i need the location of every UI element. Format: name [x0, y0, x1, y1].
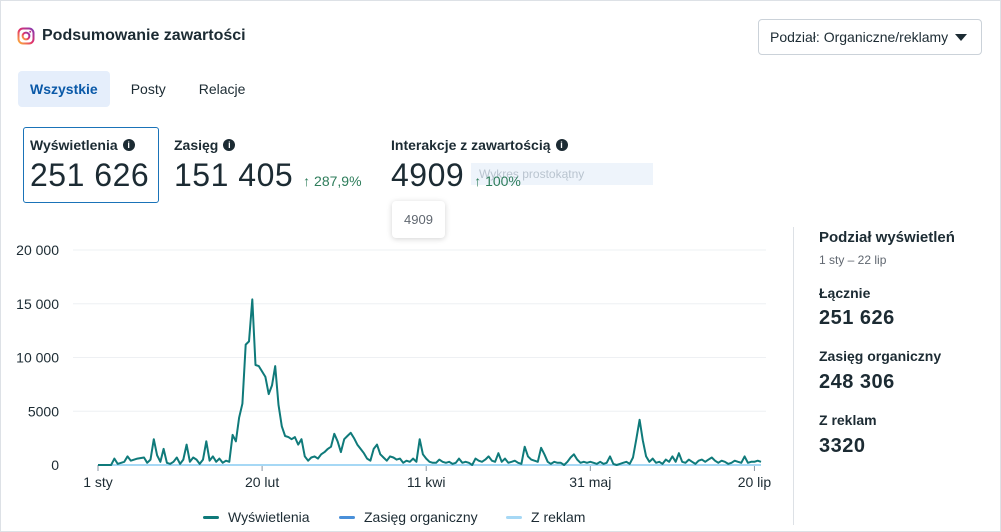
- y-tick-label: 0: [51, 457, 59, 473]
- value-tooltip: 4909: [392, 201, 445, 238]
- ghost-tooltip-text: Wykres prostokątny: [471, 163, 653, 185]
- breakdown-dropdown-label: Podział: Organiczne/reklamy: [770, 29, 949, 45]
- views-metric: Wyświetlenia i 251 626: [30, 137, 149, 194]
- views-metric-selected[interactable]: [23, 127, 159, 203]
- legend-item-views[interactable]: Wyświetlenia: [203, 509, 310, 525]
- info-icon[interactable]: i: [223, 139, 236, 151]
- reach-label: Zasięg: [174, 137, 219, 153]
- card-header: Podsumowanie zawartości: [17, 27, 246, 45]
- legend-item-ads[interactable]: Z reklam: [506, 509, 585, 525]
- content-tabs: Wszystkie Posty Relacje: [18, 71, 266, 107]
- views-line-chart: 0 5000 10 000 15 000 20 000 1 sty 20 lut 11 kwi…: [16, 242, 772, 490]
- series-line-views: [98, 298, 762, 466]
- organic-value: 248 306: [819, 371, 895, 393]
- interactions-delta: ↑ 100%: [474, 173, 521, 189]
- x-tick-label: 1 sty: [83, 474, 113, 490]
- tab-posts[interactable]: Posty: [130, 81, 166, 97]
- x-tick-label: 11 kwi: [407, 474, 446, 490]
- total-label: Łącznie: [819, 285, 871, 301]
- panel-divider: [793, 227, 794, 525]
- x-tick-label: 20 lip: [738, 474, 772, 490]
- interactions-metric[interactable]: Interakcje z zawartością i 4909 ↑ 100%: [391, 137, 568, 194]
- breakdown-date-range: 1 sty – 22 lip: [819, 253, 887, 267]
- breakdown-dropdown[interactable]: Podział: Organiczne/reklamy: [758, 19, 982, 55]
- reach-value: 151 405: [174, 157, 294, 193]
- legend-swatch: [203, 515, 219, 519]
- y-tick-label: 20 000: [16, 242, 59, 258]
- tab-stories[interactable]: Relacje: [198, 81, 246, 97]
- interactions-value: 4909: [391, 157, 465, 193]
- reach-delta: ↑ 287,9%: [303, 173, 362, 189]
- breakdown-title: Podział wyświetleń: [819, 229, 955, 246]
- legend-swatch: [506, 515, 522, 519]
- views-label: Wyświetlenia: [30, 137, 118, 153]
- legend-item-organic[interactable]: Zasięg organiczny: [339, 509, 478, 525]
- interactions-label: Interakcje z zawartością: [391, 137, 551, 153]
- x-tick-label: 31 maj: [569, 474, 611, 490]
- organic-label: Zasięg organiczny: [819, 348, 942, 364]
- y-tick-label: 5000: [28, 403, 59, 419]
- total-value: 251 626: [819, 307, 895, 329]
- caret-down-icon: [955, 34, 967, 41]
- views-value: 251 626: [30, 157, 150, 193]
- page-title: Podsumowanie zawartości: [42, 27, 246, 44]
- tab-all[interactable]: Wszystkie: [18, 71, 110, 107]
- reach-metric[interactable]: Zasięg i 151 405 ↑ 287,9%: [174, 137, 362, 194]
- instagram-icon: [17, 27, 35, 45]
- y-tick-label: 10 000: [16, 350, 59, 366]
- legend-swatch: [339, 515, 355, 519]
- info-icon[interactable]: i: [555, 139, 568, 151]
- info-icon[interactable]: i: [122, 139, 135, 151]
- ads-value: 3320: [819, 435, 866, 457]
- ads-label: Z reklam: [819, 412, 877, 428]
- x-tick-label: 20 lut: [245, 474, 279, 490]
- y-tick-label: 15 000: [16, 296, 59, 312]
